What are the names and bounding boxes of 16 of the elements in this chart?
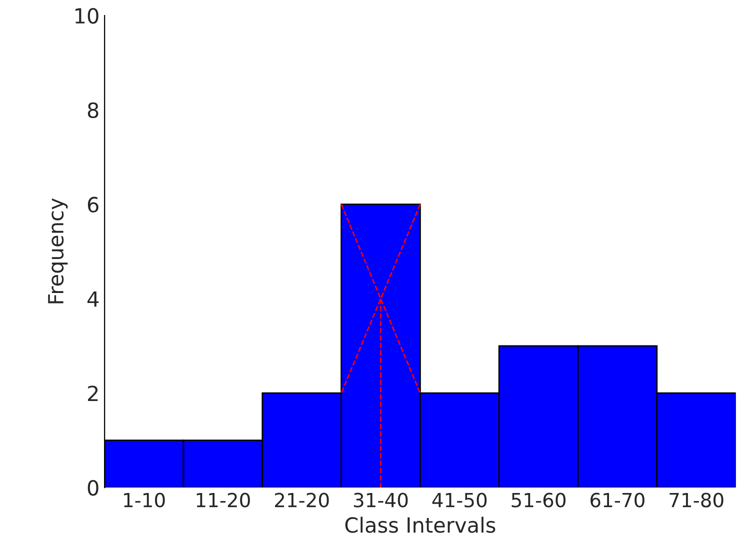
- x-tick-label: 31-40: [354, 492, 408, 508]
- x-tick-label: 51-60: [512, 492, 566, 508]
- y-tick-label: 8: [88, 102, 98, 118]
- x-tick-label: 21-20: [275, 492, 329, 508]
- y-tick-label: 10: [75, 8, 98, 24]
- y-axis-title: Frequency: [48, 198, 68, 304]
- x-tick-label: 41-50: [432, 492, 487, 508]
- y-tick-label: 6: [88, 196, 98, 213]
- y-tick-label: 2: [88, 386, 98, 402]
- x-tick-label: 61-70: [590, 492, 644, 508]
- y-tick-label: 4: [87, 291, 99, 307]
- x-tick-label: 71-80: [670, 492, 724, 508]
- y-tick-label: 0: [88, 480, 98, 496]
- x-tick-label: 11-20: [196, 492, 250, 508]
- x-axis-title: Class Intervals: [345, 516, 496, 533]
- x-tick-label: 1-10: [124, 492, 165, 508]
